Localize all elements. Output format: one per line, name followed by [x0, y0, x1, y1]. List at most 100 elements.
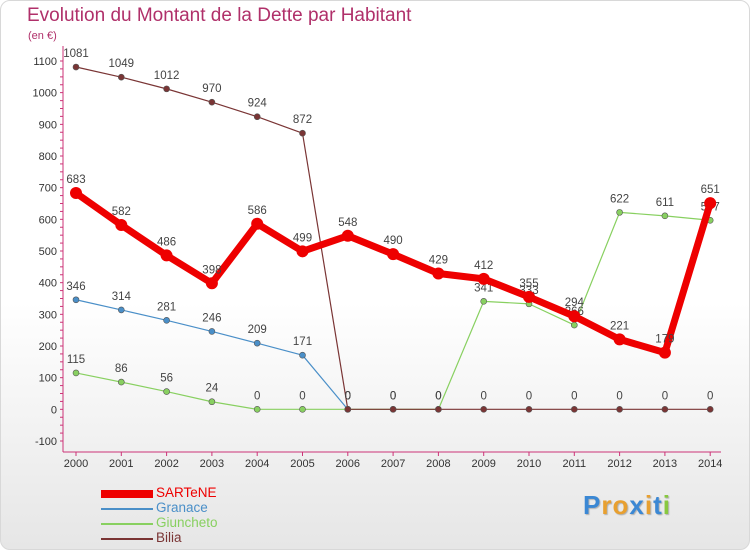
data-point-giuncheto	[163, 388, 170, 395]
x-tick-label: 2000	[64, 458, 88, 470]
data-label-bilia: 0	[707, 390, 713, 402]
y-tick-label: 0	[51, 404, 57, 416]
data-label-sartene: 355	[519, 278, 538, 290]
x-tick-label: 2004	[245, 458, 269, 470]
data-point-sartene	[251, 217, 264, 230]
legend-label-bilia: Bilia	[156, 530, 182, 545]
legend-swatch-granace	[101, 508, 153, 510]
data-point-sartene	[613, 333, 626, 346]
data-point-bilia	[706, 406, 714, 413]
legend-swatch-sartene	[101, 490, 153, 498]
y-tick-label: 500	[39, 246, 57, 258]
data-label-sartene: 651	[701, 184, 720, 196]
legend-swatch-bilia	[101, 538, 153, 540]
x-tick-label: 2012	[607, 458, 631, 470]
data-point-sartene	[70, 187, 82, 200]
data-label-sartene: 683	[66, 174, 85, 186]
data-label-bilia: 0	[662, 390, 668, 402]
data-point-granace	[72, 296, 80, 304]
legend-item-bilia: Bilia	[101, 530, 301, 546]
data-label-sartene: 486	[157, 236, 176, 248]
data-point-bilia	[344, 406, 352, 413]
data-label-giuncheto: 24	[206, 383, 219, 395]
data-point-bilia	[435, 406, 442, 413]
data-label-bilia: 0	[480, 390, 486, 402]
legend-label-giuncheto: Giuncheto	[156, 515, 218, 530]
y-tick-label: 800	[39, 151, 57, 163]
data-label-bilia: 1012	[154, 70, 180, 82]
data-label-giuncheto: 0	[254, 390, 260, 402]
data-point-sartene	[205, 277, 218, 290]
x-tick-label: 2009	[471, 458, 495, 470]
data-label-sartene: 412	[474, 260, 493, 272]
x-tick-label: 2007	[381, 458, 405, 470]
y-tick-label: 700	[39, 183, 57, 195]
data-label-sartene: 490	[384, 235, 403, 247]
data-point-giuncheto	[616, 209, 623, 216]
x-tick-label: 2014	[698, 458, 722, 470]
proxiti-logo: Proxiti	[583, 490, 671, 520]
data-label-giuncheto: 622	[610, 193, 629, 205]
x-tick-label: 2002	[154, 458, 178, 470]
data-point-bilia	[570, 406, 578, 413]
data-label-bilia: 0	[435, 390, 441, 402]
data-label-giuncheto: 86	[115, 363, 128, 375]
data-point-bilia	[661, 406, 669, 413]
x-tick-label: 2010	[517, 458, 541, 470]
data-point-sartene	[341, 229, 354, 242]
chart-title: Evolution du Montant de la Dette par Hab…	[27, 5, 412, 26]
data-label-bilia: 0	[390, 390, 396, 402]
y-tick-label: 900	[39, 119, 57, 131]
data-point-bilia	[480, 406, 488, 413]
data-point-granace	[208, 328, 216, 335]
x-tick-label: 2013	[653, 458, 677, 470]
data-point-bilia	[616, 406, 623, 413]
data-label-sartene: 548	[338, 217, 357, 229]
legend-item-granace: Granace	[101, 500, 301, 516]
x-tick-label: 2011	[562, 458, 586, 470]
data-point-bilia	[525, 406, 533, 413]
data-label-sartene: 179	[655, 334, 674, 346]
data-label-bilia: 1049	[109, 58, 135, 70]
data-label-granace: 209	[248, 324, 267, 336]
legend: SARTeNE Granace Giuncheto Bilia	[101, 485, 301, 546]
data-point-giuncheto	[299, 406, 306, 413]
data-label-granace: 171	[293, 336, 312, 348]
legend-label-granace: Granace	[156, 500, 208, 515]
data-label-giuncheto: 0	[345, 390, 351, 402]
data-label-giuncheto: 341	[474, 282, 493, 294]
data-label-granace: 0	[345, 390, 351, 402]
data-point-bilia	[299, 129, 306, 137]
data-point-bilia	[163, 85, 170, 93]
data-point-sartene	[387, 248, 400, 261]
legend-label-sartene: SARTeNE	[156, 485, 217, 500]
data-point-granace	[118, 306, 125, 314]
data-label-granace: 314	[112, 291, 132, 303]
data-point-granace	[163, 317, 170, 324]
data-label-sartene: 398	[202, 264, 221, 276]
data-point-bilia	[253, 113, 261, 121]
data-point-sartene	[432, 267, 445, 280]
data-point-sartene	[658, 346, 671, 359]
legend-item-sartene: SARTeNE	[101, 485, 301, 501]
data-point-giuncheto	[253, 406, 261, 413]
y-tick-label: 400	[39, 278, 57, 290]
data-label-bilia: 1081	[63, 48, 89, 60]
y-tick-label: 1100	[33, 56, 57, 68]
data-point-sartene	[704, 197, 717, 210]
data-label-sartene: 429	[429, 254, 448, 266]
data-point-giuncheto	[208, 398, 216, 406]
y-tick-label: 1000	[33, 88, 57, 100]
data-point-bilia	[118, 73, 125, 81]
x-tick-label: 2005	[290, 458, 314, 470]
y-tick-label: -100	[35, 436, 57, 448]
y-tick-label: 200	[39, 341, 57, 353]
x-tick-label: 2008	[426, 458, 450, 470]
data-point-sartene	[115, 219, 128, 232]
legend-item-giuncheto: Giuncheto	[101, 515, 301, 531]
data-label-giuncheto: 56	[160, 373, 173, 385]
data-point-granace	[253, 339, 261, 347]
x-tick-label: 2001	[109, 458, 133, 470]
data-label-bilia: 0	[345, 390, 351, 402]
